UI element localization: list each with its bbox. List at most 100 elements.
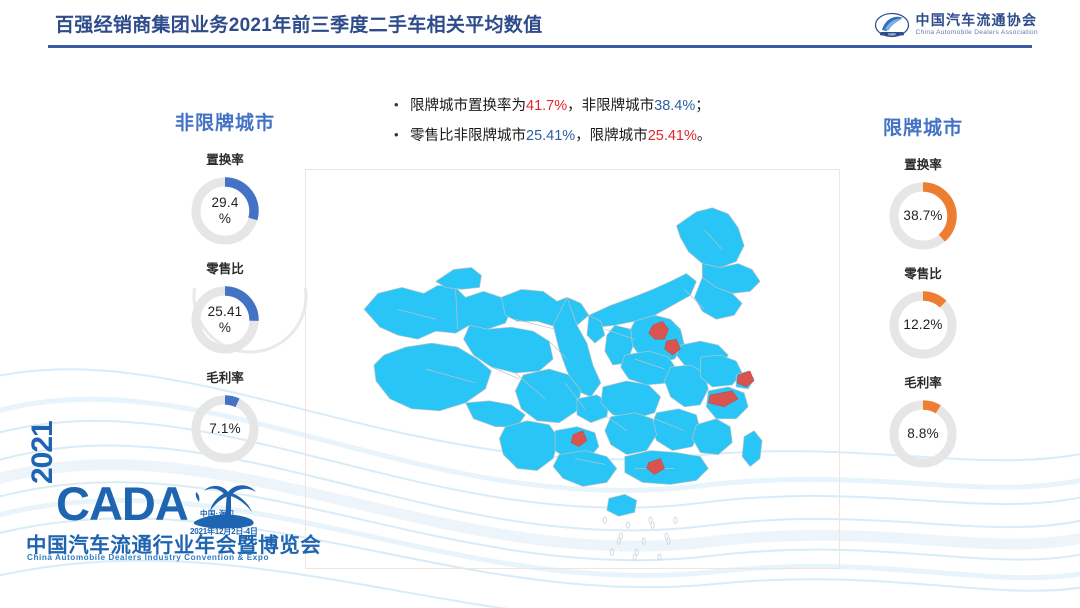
header-divider <box>48 45 1032 48</box>
map-island-marker <box>618 532 623 540</box>
map-island-marker <box>616 537 621 545</box>
bullet-item: 零售比非限牌城市25.41%，限牌城市25.41%。 <box>392 126 822 147</box>
map-highlight-city: 天津 <box>664 338 681 356</box>
bullet-text: ； <box>695 98 710 114</box>
bullet-text: ，限牌城市 <box>575 127 648 144</box>
map-region <box>586 314 606 344</box>
map-region <box>373 342 492 412</box>
gauge-block: 零售比 25.41% <box>150 258 300 358</box>
map-island-marker <box>641 537 646 545</box>
brand-name-en: China Automobile Dealers Association <box>915 29 1038 37</box>
gauge-arc <box>889 400 957 468</box>
gauge-label: 毛利率 <box>904 376 942 390</box>
map-region <box>600 380 661 420</box>
map-region <box>465 400 526 428</box>
gauge-label: 置换率 <box>206 153 244 167</box>
map-highlight-city: 贵阳 <box>570 430 588 447</box>
bullet-text: ，非限牌城市 <box>567 98 655 114</box>
gauge-value-number: 7.1% <box>209 421 241 437</box>
page-title: 百强经销商集团业务2021年前三季度二手车相关平均数值 <box>55 15 543 36</box>
palm-tree-icon <box>194 485 256 529</box>
bullet-metric-value: 38.4% <box>654 98 696 114</box>
map-island-marker <box>666 537 671 545</box>
map-region <box>463 324 554 374</box>
map-region <box>499 420 560 471</box>
event-logo-date: 2021年12月2日-4日 <box>190 527 258 536</box>
gauge-value-number: 25.41 <box>207 304 243 320</box>
gauge-label: 零售比 <box>206 262 244 276</box>
summary-bullet-list: 限牌城市置换率为41.7%，非限牌城市38.4%； 零售比非限牌城市25.41%… <box>392 96 822 155</box>
gauge-arc <box>889 182 957 250</box>
gauge-value-number: 29.4 <box>211 195 239 211</box>
map-region <box>664 364 709 408</box>
gauge-group-right: 置换率 38.7% 零售比 12.2% 毛利率 8.8% <box>848 154 998 472</box>
gauge-block: 零售比 12.2% <box>848 263 998 363</box>
panel-restricted-cities: 限牌城市 置换率 38.7% 零售比 12.2% 毛利率 8.8% <box>848 113 998 481</box>
map-subdivision-line <box>397 289 635 340</box>
map-region <box>604 412 657 455</box>
gauge-label: 毛利率 <box>206 371 244 385</box>
map-island-marker <box>673 516 678 524</box>
association-brand: CADA 中国汽车流通协会 China Automobile Dealers A… <box>874 12 1038 38</box>
gauge-value-unit: % <box>218 211 232 226</box>
map-region <box>624 450 709 485</box>
map-highlight-city: 北京 <box>648 320 669 340</box>
bullet-metric-value: 25.41% <box>526 127 576 144</box>
map-region <box>552 450 618 487</box>
donut-gauge: 12.2% <box>885 287 961 363</box>
bullet-metric-value: 25.41% <box>647 127 697 144</box>
map-island-marker <box>650 521 655 529</box>
gauge-value: 8.8% <box>885 396 961 472</box>
gauge-block: 毛利率 8.8% <box>848 372 998 472</box>
china-map-frame: 北京天津上海杭州贵阳广州 <box>305 169 840 569</box>
map-region <box>741 430 763 467</box>
map-highlight-city: 杭州 <box>708 390 739 408</box>
map-region <box>676 207 745 268</box>
cada-swoosh-logo-icon: CADA <box>874 12 909 38</box>
gauge-label: 置换率 <box>904 158 942 172</box>
panel-heading-right: 限牌城市 <box>882 118 963 139</box>
map-region <box>692 418 733 455</box>
slide-header: 百强经销商集团业务2021年前三季度二手车相关平均数值 CADA 中国汽车流通协… <box>0 0 1080 52</box>
map-highlight-city: 上海 <box>736 370 755 388</box>
map-island-marker <box>664 532 669 540</box>
gauge-value: 38.7% <box>885 178 961 254</box>
donut-gauge: 25.41% <box>187 282 263 358</box>
map-region <box>435 267 482 290</box>
gauge-value-unit: % <box>218 320 232 335</box>
gauge-arc <box>191 177 259 245</box>
map-island-marker <box>634 548 639 556</box>
event-logo-word: CADA <box>56 477 189 530</box>
cada-event-logo: 2021 CADA 中国·海口 2021年12月2日-4日 中国汽车流通行业年会… <box>22 421 321 568</box>
map-island-marker <box>625 521 630 529</box>
gauge-label: 零售比 <box>904 267 942 281</box>
panel-heading-left: 非限牌城市 <box>174 113 275 134</box>
bullet-text: 。 <box>696 127 712 144</box>
map-island-marker <box>602 516 607 524</box>
svg-text:CADA: CADA <box>888 32 896 36</box>
map-highlight-city: 广州 <box>646 458 665 475</box>
bullet-metric-value: 41.7% <box>526 98 568 114</box>
gauge-block: 置换率 38.7% <box>848 154 998 254</box>
bullet-text: 零售比非限牌城市 <box>410 127 526 144</box>
map-island-marker <box>648 516 653 524</box>
map-region <box>606 494 638 517</box>
gauge-value: 12.2% <box>885 287 961 363</box>
map-subdivision-line <box>515 358 685 432</box>
gauge-value-number: 8.8% <box>907 426 939 442</box>
event-logo-name-cn: 中国汽车流通行业年会暨博览会 <box>26 534 322 557</box>
bullet-item: 限牌城市置换率为41.7%，非限牌城市38.4%； <box>392 96 822 117</box>
gauge-group-left: 置换率 29.4% 零售比 25.41% 毛利率 7.1% <box>150 149 300 467</box>
event-logo-city: 中国·海口 <box>200 509 235 518</box>
map-region <box>588 273 697 328</box>
gauge-arc <box>191 286 259 354</box>
gauge-value-number: 38.7% <box>903 208 943 224</box>
gauge-block: 置换率 29.4% <box>150 149 300 249</box>
map-island-marker <box>657 553 662 561</box>
gauge-value: 29.4% <box>187 173 263 249</box>
event-logo-name-en: China Automobile Dealers Industry Conven… <box>27 553 270 562</box>
map-subdivision-line <box>491 229 723 431</box>
gauge-value-number: 12.2% <box>903 317 943 333</box>
china-map: 北京天津上海杭州贵阳广州 <box>363 207 763 561</box>
